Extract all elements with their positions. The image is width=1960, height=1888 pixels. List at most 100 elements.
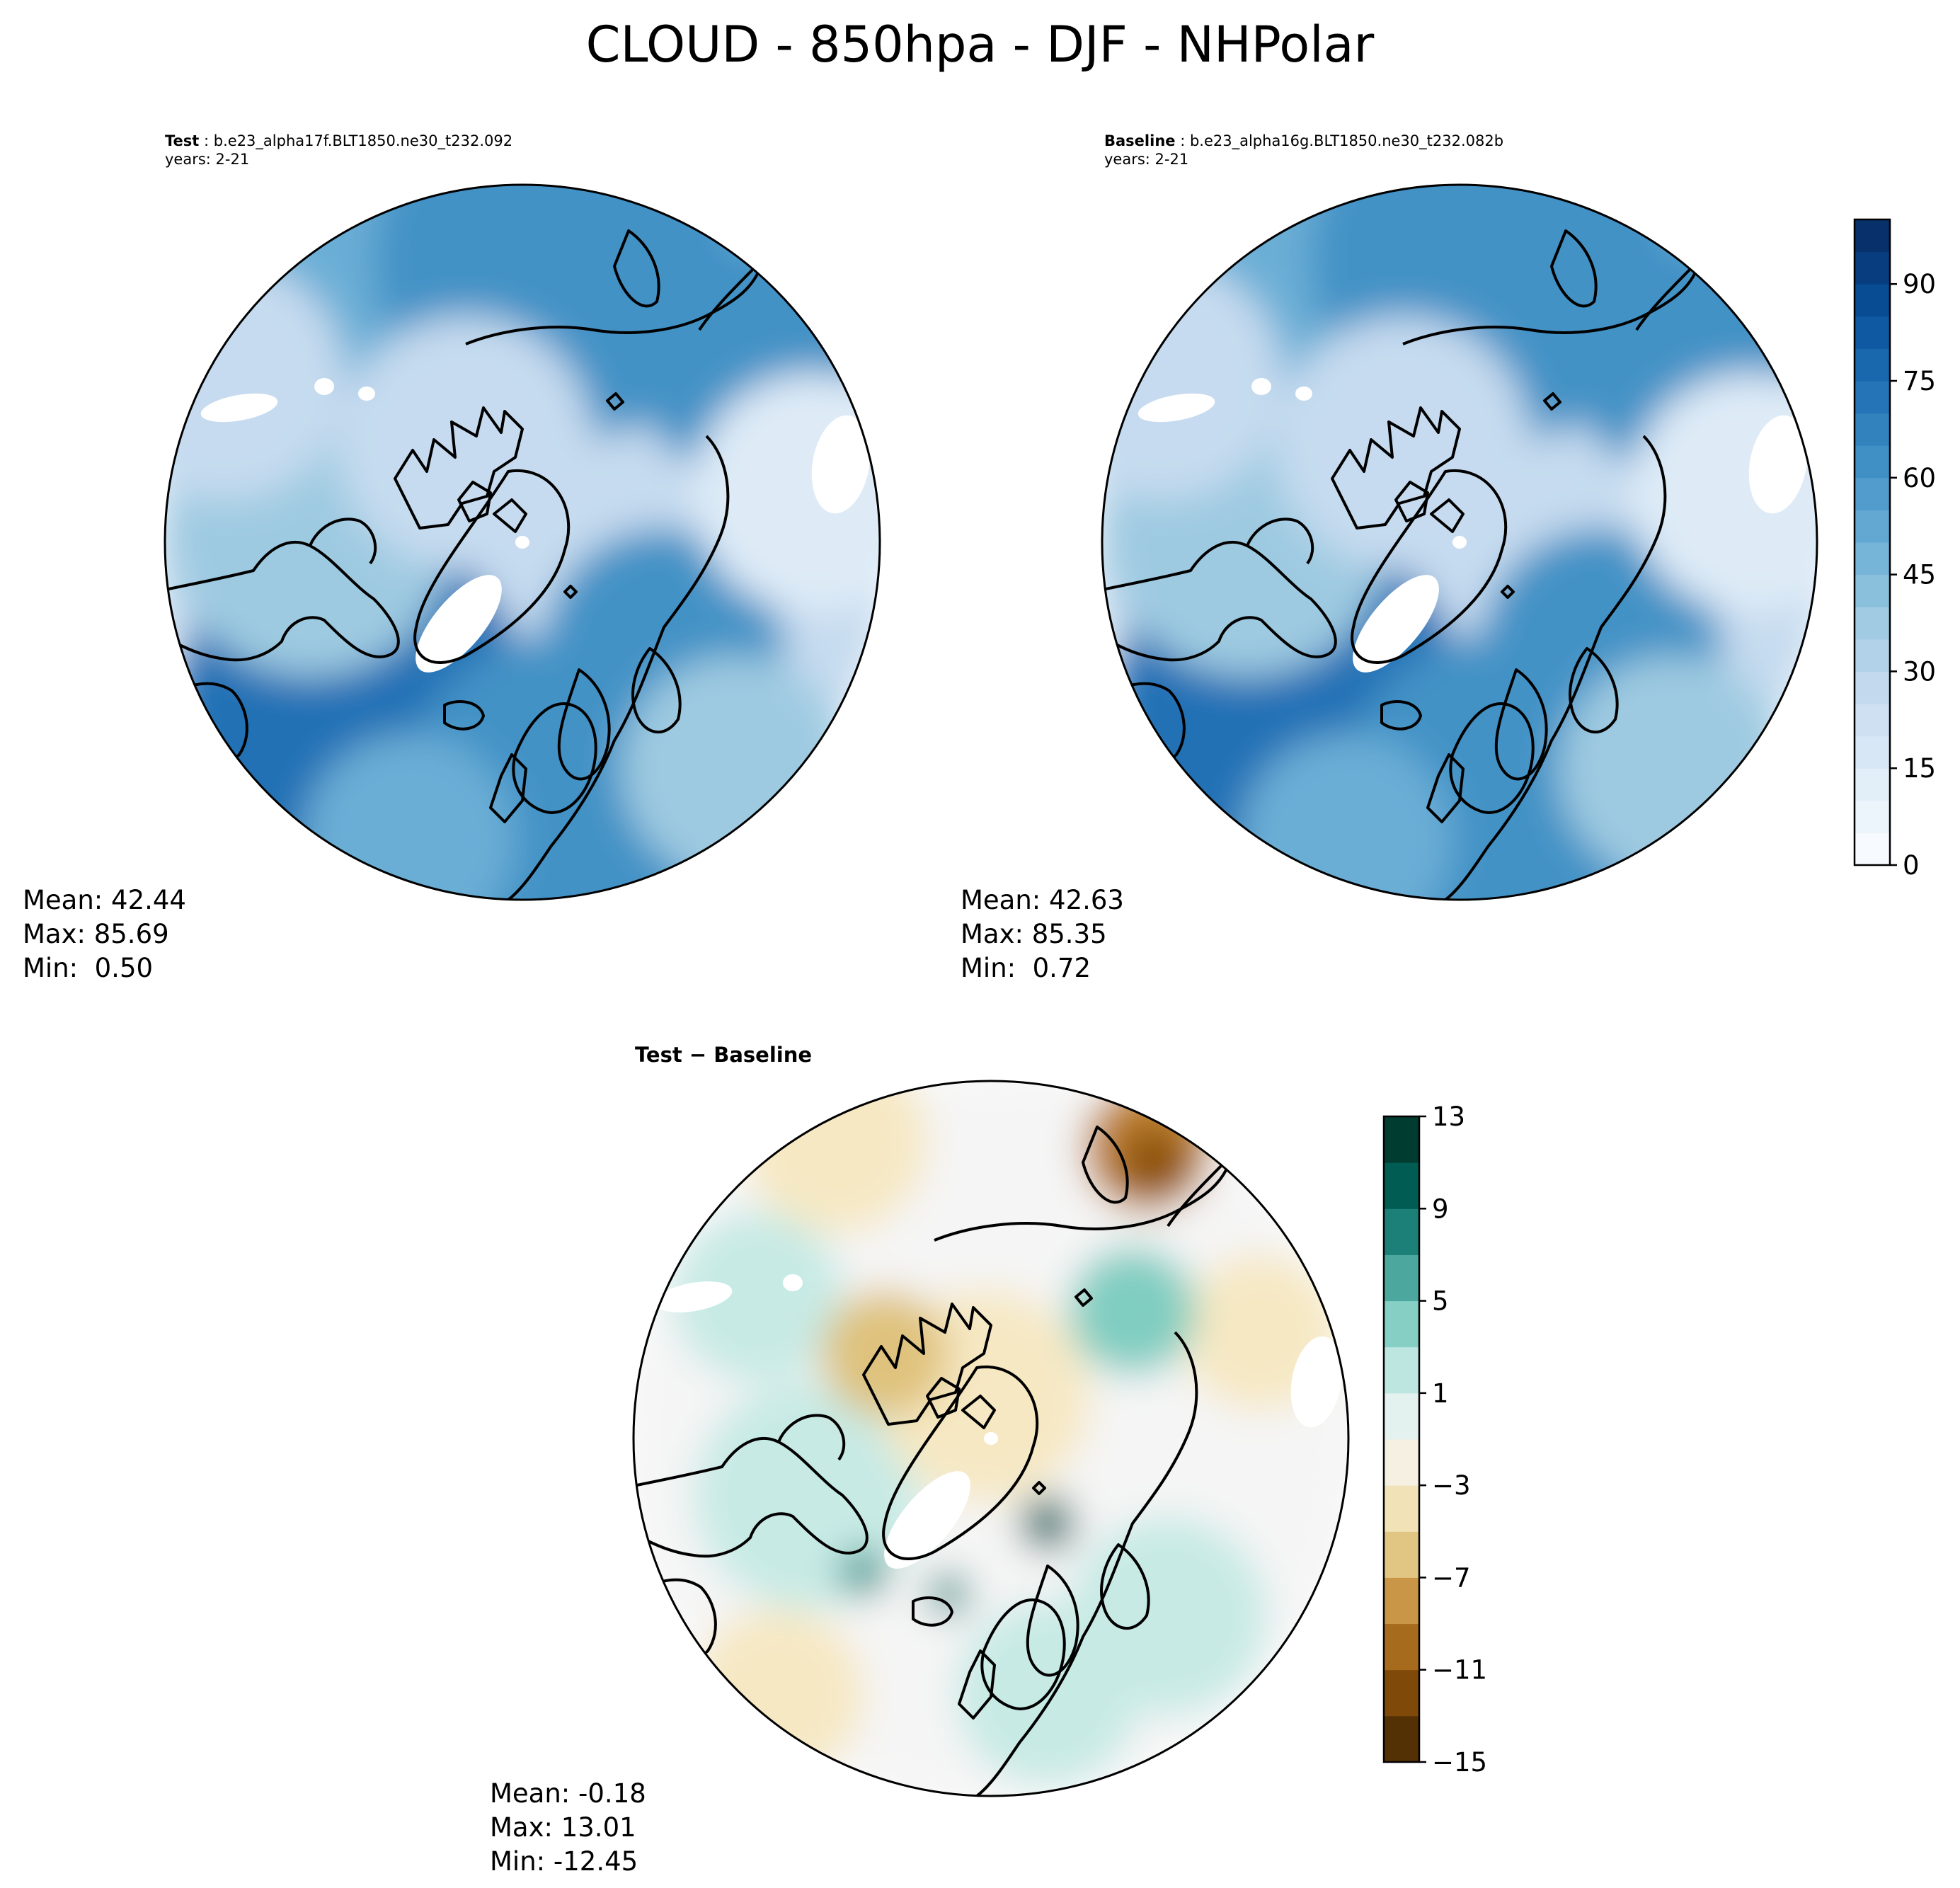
baseline-max: Max: 85.35	[961, 919, 1107, 949]
baseline-stats: Mean: 42.63 Max: 85.35 Min: 0.72	[961, 883, 1124, 985]
colorbar-tick-label: 30	[1903, 656, 1936, 687]
colorbar-tick-label: 75	[1903, 366, 1936, 396]
field-region	[1069, 1516, 1267, 1715]
missing-data-region	[1290, 1336, 1343, 1428]
baseline-min: Min: 0.72	[961, 953, 1091, 983]
missing-data-region	[984, 1432, 998, 1445]
test-stats: Mean: 42.44 Max: 85.69 Min: 0.50	[23, 883, 186, 985]
colorbar-segment	[1855, 639, 1890, 672]
field-region	[621, 656, 848, 882]
colorbar-segment	[1855, 607, 1890, 640]
field-region	[1102, 259, 1283, 500]
colorbar-segment	[1384, 1669, 1419, 1717]
colorbar-segment	[1855, 833, 1890, 866]
colorbar-segment	[1384, 1208, 1419, 1255]
test-panel-header: Test : b.e23_alpha17f.BLT1850.ne30_t232.…	[165, 132, 513, 168]
field-region	[338, 316, 593, 571]
colorbar-segment	[1855, 219, 1890, 253]
baseline-years: years: 2-21	[1104, 151, 1189, 168]
difference-colorbar: −15 −11 −7 −3 1 5 9 13	[1382, 1102, 1487, 1778]
missing-data-region	[1137, 393, 1215, 423]
colorbar-segment	[1384, 1485, 1419, 1532]
test-map	[164, 183, 881, 901]
colorbar-segment	[1384, 1439, 1419, 1486]
baseline-panel-header: Baseline : b.e23_alpha16g.BLT1850.ne30_t…	[1104, 132, 1504, 168]
missing-data-region	[314, 378, 334, 395]
colorbar-tick-label: 13	[1432, 1102, 1465, 1132]
colorbar-frame	[1382, 1115, 1421, 1763]
test-max: Max: 85.69	[23, 919, 169, 949]
missing-data-region	[811, 415, 871, 514]
missing-data-region	[515, 536, 529, 549]
colorbar-segment	[1384, 1715, 1419, 1763]
field-region	[672, 1212, 842, 1382]
diff-panel-header: Test − Baseline	[635, 1043, 813, 1067]
colorbar-segment	[1384, 1623, 1419, 1671]
baseline-panel-label: Baseline	[1104, 132, 1176, 149]
colorbar-tick-label: 45	[1903, 560, 1936, 590]
colorbar-segment	[1855, 348, 1890, 382]
colorbar-segment	[1855, 542, 1890, 576]
diff-mean: Mean: -0.18	[490, 1778, 646, 1809]
colorbar-segment	[1384, 1346, 1419, 1394]
field-region	[743, 1081, 927, 1233]
colorbar-tick-label: 9	[1432, 1194, 1449, 1224]
colorbar-tick-label: 0	[1903, 850, 1920, 881]
colorbar-segment	[1384, 1254, 1419, 1302]
test-case-name: b.e23_alpha17f.BLT1850.ne30_t232.092	[213, 132, 513, 149]
cloud-colorbar: 0 15 30 45 60 75 90	[1853, 218, 1936, 881]
missing-data-region	[358, 387, 375, 401]
difference-map	[632, 1080, 1350, 1797]
colorbar-segment	[1855, 445, 1890, 479]
colorbar-segment	[1384, 1531, 1419, 1578]
test-years: years: 2-21	[165, 151, 250, 168]
missing-data-region	[783, 1274, 803, 1291]
map-boundary	[632, 1080, 1350, 1797]
map-boundary	[164, 183, 881, 901]
missing-data-region	[884, 1471, 970, 1569]
colorbar-segment	[1384, 1162, 1419, 1209]
map-boundary	[1101, 183, 1818, 901]
missing-data-region	[416, 575, 502, 673]
colorbar-frame	[1853, 218, 1891, 866]
missing-data-region	[655, 1281, 733, 1312]
colorbar-segment	[1855, 671, 1890, 704]
missing-data-region	[1748, 415, 1808, 514]
colorbar-segment	[1855, 477, 1890, 510]
test-mean: Mean: 42.44	[23, 885, 186, 915]
test-panel-label: Test	[165, 132, 200, 149]
colorbar-tick-label: −11	[1432, 1655, 1487, 1686]
field-region	[1118, 1127, 1189, 1198]
colorbar-tick-label: −3	[1432, 1470, 1471, 1501]
colorbar-segment	[1384, 1300, 1419, 1348]
baseline-case-name: b.e23_alpha16g.BLT1850.ne30_t232.082b	[1189, 132, 1504, 149]
missing-data-region	[200, 393, 278, 423]
colorbar-segment	[1855, 574, 1890, 607]
field-region	[1069, 1247, 1196, 1375]
field-region	[927, 1573, 970, 1615]
field-region	[839, 1549, 888, 1597]
missing-data-region	[1452, 536, 1467, 549]
colorbar-tick-label: 90	[1903, 269, 1936, 299]
colorbar-segment	[1855, 251, 1890, 285]
missing-data-region	[1295, 387, 1312, 401]
field-region	[165, 259, 345, 500]
missing-data-region	[1353, 575, 1439, 673]
colorbar-segment	[1855, 768, 1890, 801]
colorbar-tick-label: 15	[1903, 753, 1936, 784]
diff-min: Min: -12.45	[490, 1846, 638, 1877]
baseline-map	[1101, 183, 1818, 901]
diff-max: Max: 13.01	[490, 1812, 636, 1843]
colorbar-segment	[1855, 413, 1890, 446]
diff-panel-label: Test − Baseline	[635, 1043, 813, 1067]
colorbar-segment	[1384, 1577, 1419, 1625]
colorbar-tick-label: 1	[1432, 1378, 1449, 1409]
field-region	[1559, 656, 1785, 882]
diff-stats: Mean: -0.18 Max: 13.01 Min: -12.45	[490, 1777, 646, 1879]
figure-title: CLOUD - 850hpa - DJF - NHPolar	[585, 16, 1375, 74]
colorbar-segment	[1855, 800, 1890, 833]
field-region	[694, 1608, 864, 1778]
colorbar-segment	[1855, 704, 1890, 737]
missing-data-region	[1251, 378, 1271, 395]
